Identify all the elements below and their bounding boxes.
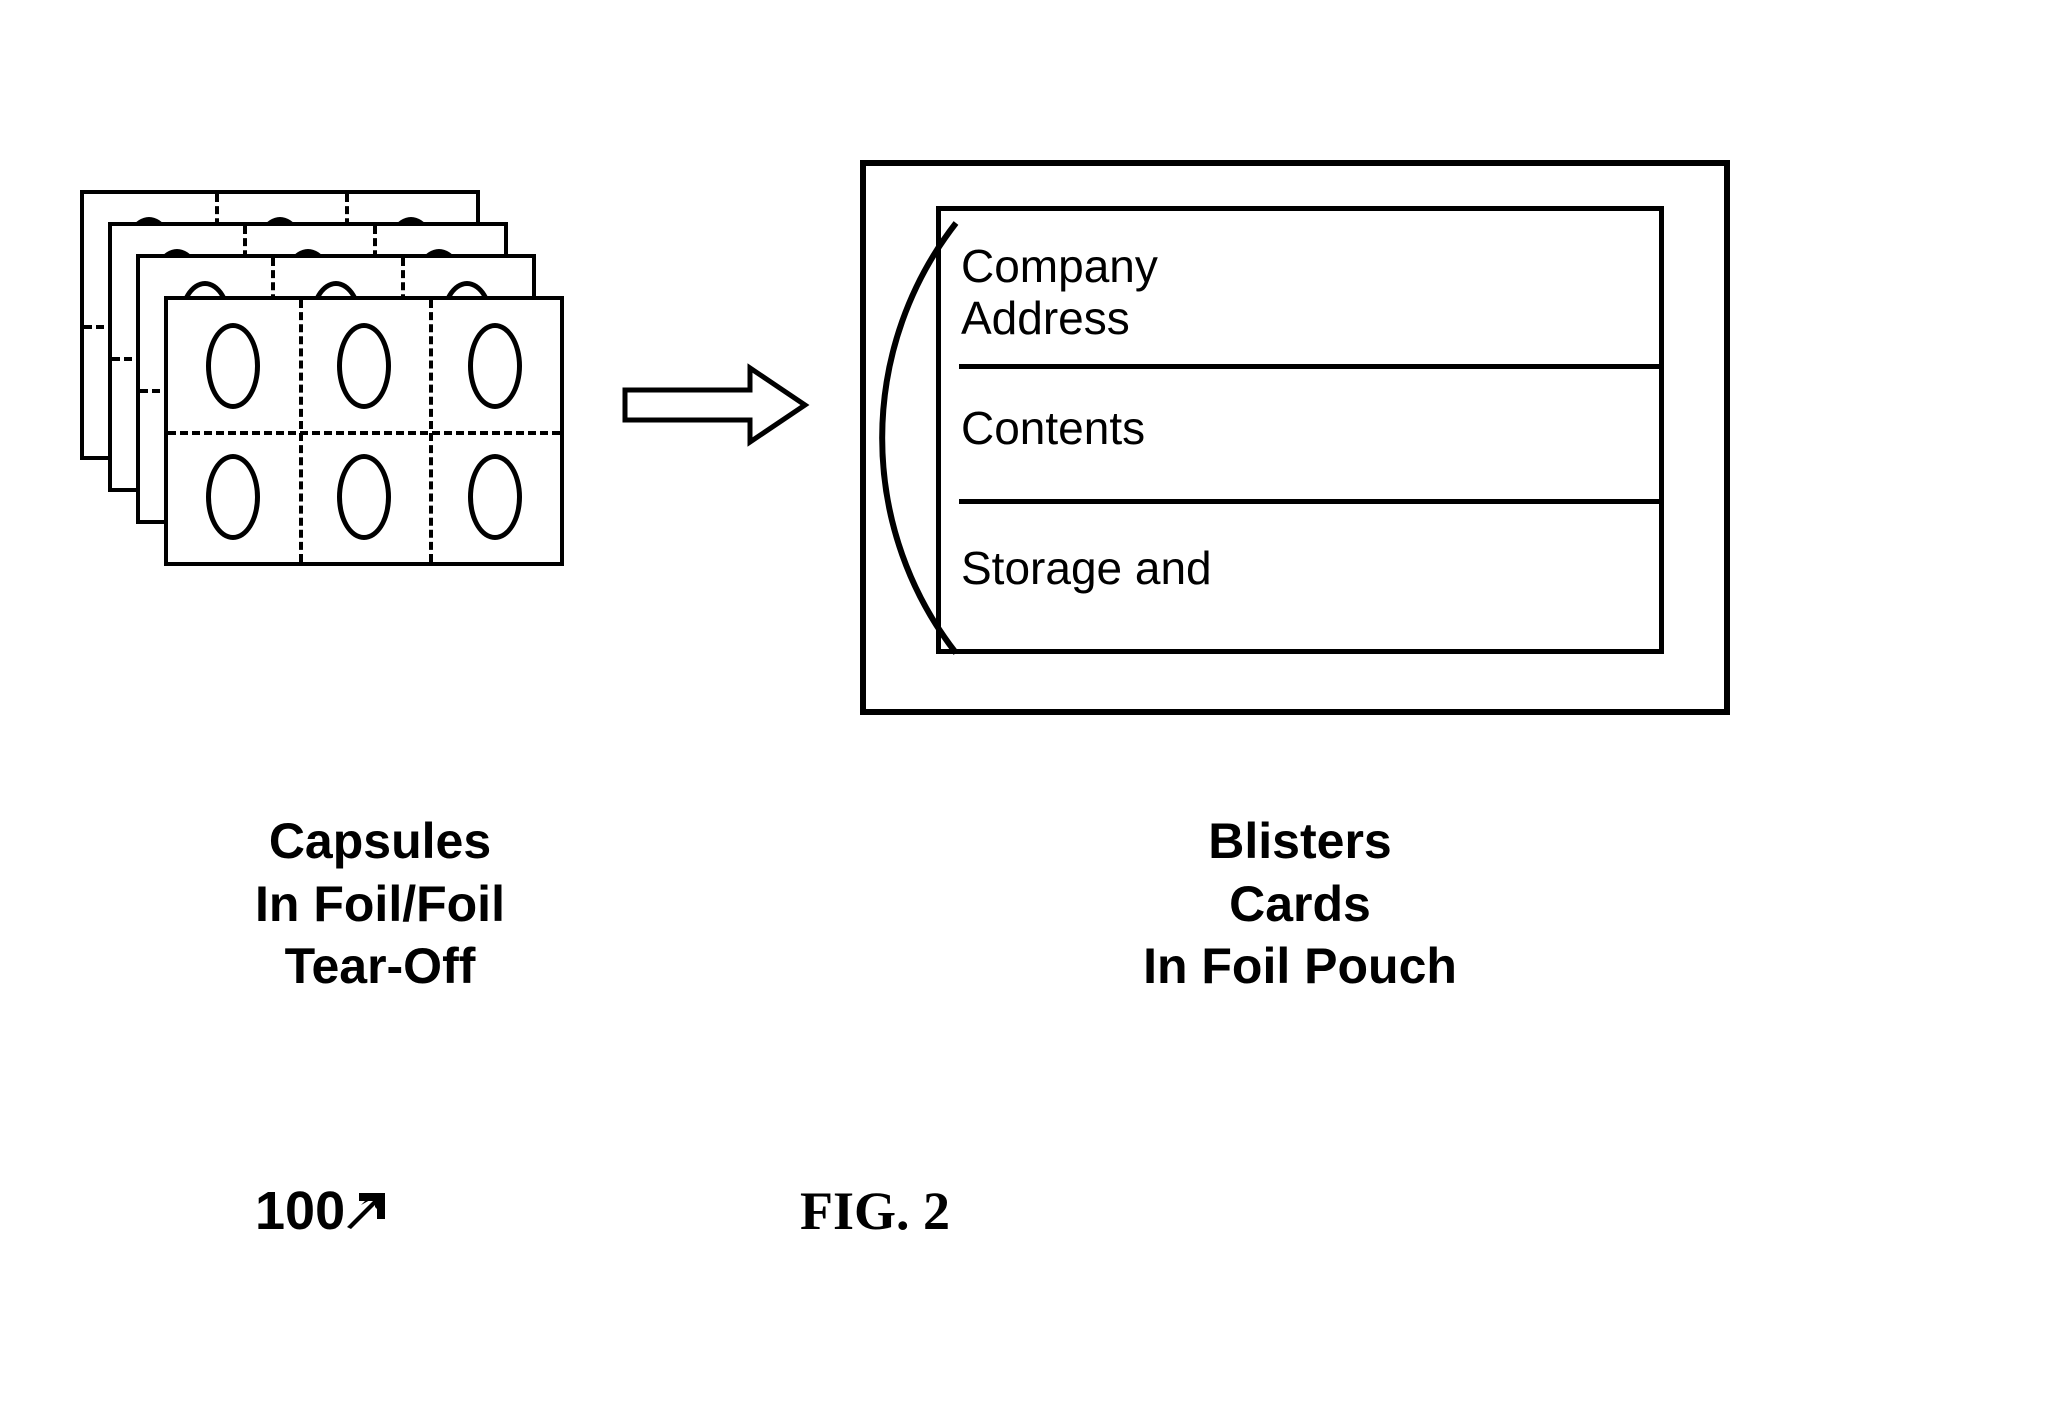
foil-pouch: Company Address Contents Storage and xyxy=(860,160,1730,715)
pouch-arc-icon xyxy=(771,218,961,658)
arrow-ne-icon xyxy=(347,1189,391,1233)
caption-blisters: Blisters Cards In Foil Pouch xyxy=(1050,810,1550,998)
pouch-label-panel: Company Address Contents Storage and xyxy=(936,206,1664,654)
figure-label: FIG. 2 xyxy=(800,1180,950,1242)
pouch-contents-label: Contents xyxy=(961,401,1659,455)
divider xyxy=(959,364,1659,369)
caption-line: Blisters xyxy=(1050,810,1550,873)
capsule-icon xyxy=(168,431,299,562)
capsule-icon xyxy=(299,300,430,431)
pouch-storage-label: Storage and xyxy=(961,541,1659,595)
divider xyxy=(959,499,1659,504)
caption-line: Capsules xyxy=(130,810,630,873)
pouch-address-label: Address xyxy=(961,291,1659,345)
caption-line: Tear-Off xyxy=(130,935,630,998)
blister-card xyxy=(164,296,564,566)
capsule-icon xyxy=(429,431,560,562)
capsule-icon xyxy=(429,300,560,431)
pouch-row-storage: Storage and xyxy=(961,541,1659,599)
capsule-icon xyxy=(299,431,430,562)
reference-number: 100 xyxy=(255,1180,391,1242)
caption-line: Cards xyxy=(1050,873,1550,936)
caption-capsules: Capsules In Foil/Foil Tear-Off xyxy=(130,810,630,998)
pouch-row-company: Company Address xyxy=(961,239,1659,357)
caption-line: In Foil Pouch xyxy=(1050,935,1550,998)
caption-line: In Foil/Foil xyxy=(130,873,630,936)
ref-number-text: 100 xyxy=(255,1180,345,1242)
blister-card-stack xyxy=(80,190,580,610)
pouch-row-contents: Contents xyxy=(961,401,1659,459)
pouch-company-label: Company xyxy=(961,239,1659,293)
packaging-diagram: Company Address Contents Storage and Cap… xyxy=(80,190,1960,1240)
capsule-icon xyxy=(168,300,299,431)
